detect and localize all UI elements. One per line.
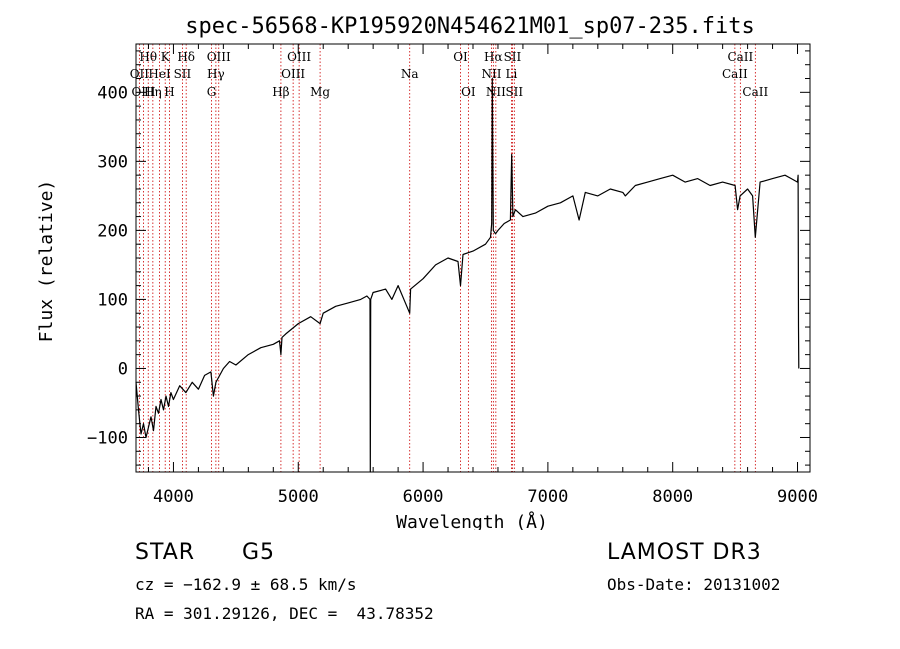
- x-axis-label: Wavelength (Å): [396, 511, 548, 530]
- line-label-18: OI: [461, 85, 476, 99]
- spectrum-line: [135, 77, 800, 473]
- coordinates-info: RA = 301.29126, DEC = 43.78352: [135, 604, 434, 623]
- chart-title: spec-56568-KP195920N454621M01_sp07-235.f…: [185, 14, 755, 39]
- object-class: STAR: [135, 540, 196, 565]
- line-label-13: OIII: [281, 67, 305, 81]
- line-label-22: SII: [504, 50, 522, 64]
- line-label-0: Hθ: [139, 50, 157, 64]
- observation-date: Obs-Date: 20131002: [607, 575, 781, 594]
- line-label-5: Hη: [144, 85, 162, 99]
- line-label-24: SII: [505, 85, 523, 99]
- line-label-16: Na: [401, 67, 419, 81]
- line-label-20: NII: [481, 67, 501, 81]
- line-label-6: Hδ: [177, 50, 195, 64]
- line-label-14: Hβ: [272, 85, 289, 99]
- x-tick-label-0: 4000: [153, 487, 194, 507]
- x-tick-label-3: 7000: [527, 487, 568, 507]
- line-label-17: OI: [453, 50, 468, 64]
- y-tick-label-1: 0: [118, 359, 128, 379]
- x-tick-label-4: 8000: [652, 487, 693, 507]
- spectrum-chart: spec-56568-KP195920N454621M01_sp07-235.f…: [36, 14, 818, 530]
- y-tick-label-2: 100: [97, 290, 128, 310]
- line-label-3: K: [161, 50, 171, 64]
- y-axis-label: Flux (relative): [36, 180, 57, 343]
- y-tick-label-0: −100: [87, 428, 128, 448]
- plot-frame: [135, 43, 811, 473]
- x-tick-label-1: 5000: [278, 487, 319, 507]
- line-label-25: CaII: [727, 50, 753, 64]
- line-label-10: Hγ: [207, 67, 225, 81]
- survey-name: LAMOST DR3: [607, 540, 762, 565]
- y-tick-label-3: 200: [97, 221, 128, 241]
- line-label-21: NII: [486, 85, 506, 99]
- object-subclass: G5: [242, 540, 276, 565]
- redshift-info: cz = −162.9 ± 68.5 km/s: [135, 575, 357, 594]
- line-label-26: CaII: [722, 67, 748, 81]
- line-label-4: HeI: [148, 67, 171, 81]
- line-label-11: G: [207, 85, 217, 99]
- y-tick-label-5: 400: [97, 83, 128, 103]
- line-label-8: H: [164, 85, 174, 99]
- x-tick-label-2: 6000: [403, 487, 444, 507]
- axes: 4000 5000 6000 7000 8000 9000 −100 0 100 200 300 40…: [87, 43, 818, 507]
- line-label-9: OIII: [207, 50, 231, 64]
- y-tick-label-4: 300: [97, 152, 128, 172]
- x-tick-label-5: 9000: [777, 487, 818, 507]
- line-label-23: Li: [506, 67, 518, 81]
- line-label-12: OIII: [287, 50, 311, 64]
- line-label-19: Hα: [484, 50, 503, 64]
- line-label-1: OII: [130, 67, 150, 81]
- line-label-15: Mg: [310, 85, 330, 99]
- line-label-27: CaII: [742, 85, 768, 99]
- spectral-line-markers: [138, 44, 756, 472]
- plot-area: [135, 77, 800, 473]
- line-label-7: SII: [174, 67, 192, 81]
